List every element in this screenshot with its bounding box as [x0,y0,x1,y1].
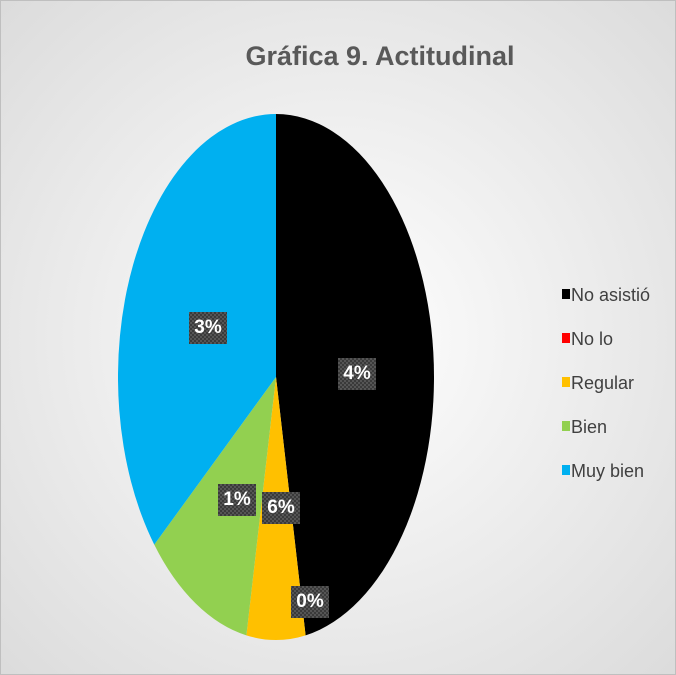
data-label-box [189,312,227,344]
data-label: 1% [223,489,251,510]
data-label: 3% [194,317,222,338]
legend-swatch [562,465,570,475]
legend-label: No lo [571,329,613,349]
data-label-box [291,586,329,618]
legend-swatch [562,333,570,343]
data-label-box [338,358,376,390]
legend-label: Bien [571,417,607,437]
legend-swatch [562,377,570,387]
data-label: 6% [267,497,295,518]
data-label: 4% [343,363,371,384]
legend-swatch [562,421,570,431]
chart-title: Gráfica 9. Actitudinal [245,41,514,71]
data-label-box [218,484,256,516]
data-label: 0% [296,591,324,612]
legend-label: Regular [571,373,634,393]
data-label-box [262,492,300,524]
legend-swatch [562,289,570,299]
legend-label: Muy bien [571,461,644,481]
pie-slice [154,377,276,636]
legend-label: No asistió [571,285,650,305]
